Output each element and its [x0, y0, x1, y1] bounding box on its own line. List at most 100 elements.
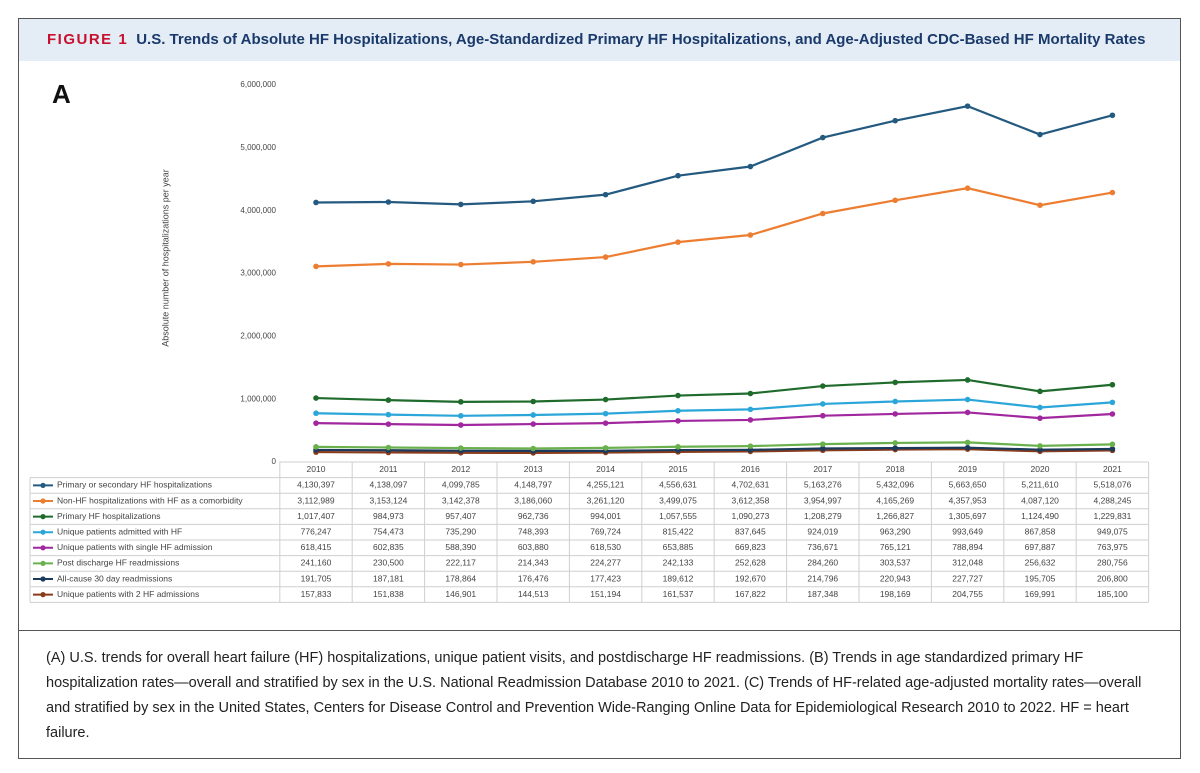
data-point: [747, 163, 754, 170]
table-cell: 994,001: [590, 511, 621, 521]
legend-label: Unique patients admitted with HF: [57, 526, 182, 536]
table-cell: 765,121: [880, 542, 911, 552]
y-tick-label: 2,000,000: [240, 331, 276, 340]
data-point: [458, 261, 464, 268]
data-point: [1109, 189, 1116, 196]
data-point: [1109, 441, 1116, 448]
table-cell: 949,075: [1097, 526, 1128, 536]
table-cell: 3,499,075: [659, 495, 697, 505]
table-cell: 157,833: [301, 589, 332, 599]
data-point: [820, 383, 826, 389]
table-cell: 776,247: [301, 526, 332, 536]
data-point: [964, 409, 971, 416]
table-cell: 192,670: [735, 573, 766, 583]
legend-label: Unique patients with single HF admission: [57, 542, 213, 552]
x-tick-label: 2020: [1031, 464, 1050, 474]
data-point: [530, 421, 536, 427]
figure-frame: [18, 18, 1181, 759]
legend-label: All-cause 30 day readmissions: [57, 573, 172, 583]
table-cell: 185,100: [1097, 589, 1128, 599]
data-point: [313, 263, 319, 270]
table-cell: 748,393: [518, 526, 549, 536]
table-cell: 284,260: [807, 558, 838, 568]
table-cell: 3,112,989: [297, 495, 334, 505]
data-point: [313, 395, 319, 401]
data-point: [385, 421, 392, 427]
table-cell: 4,556,631: [659, 480, 697, 490]
series-line: [315, 411, 1113, 427]
data-point: [313, 444, 319, 450]
data-point: [747, 443, 754, 449]
table-cell: 4,087,120: [1021, 495, 1059, 505]
data-point: [820, 401, 826, 407]
table-cell: 588,390: [445, 542, 476, 552]
table-cell: 963,290: [880, 526, 911, 536]
table-cell: 187,348: [807, 589, 838, 599]
table-cell: 618,415: [301, 542, 332, 552]
data-point: [385, 261, 392, 267]
table-cell: 252,628: [735, 558, 766, 568]
x-tick-label: 2013: [524, 464, 543, 474]
table-cell: 3,186,060: [514, 495, 552, 505]
table-cell: 3,142,378: [442, 495, 480, 505]
legend-label: Non-HF hospitalizations with HF as a com…: [57, 495, 243, 505]
data-point: [530, 259, 536, 265]
table-cell: 206,800: [1097, 573, 1128, 583]
table-cell: 195,705: [1025, 573, 1056, 583]
y-tick-label: 6,000,000: [240, 80, 276, 89]
table-cell: 214,343: [518, 558, 549, 568]
data-point: [458, 445, 464, 451]
table-cell: 3,261,120: [587, 495, 625, 505]
data-point: [964, 396, 971, 403]
x-tick-label: 2012: [451, 464, 470, 474]
data-point: [892, 445, 898, 451]
data-point: [458, 399, 464, 405]
y-tick-label: 3,000,000: [240, 269, 276, 278]
data-point: [602, 396, 609, 403]
figure-title: U.S. Trends of Absolute HF Hospitalizati…: [136, 31, 1146, 48]
table-cell: 151,838: [373, 589, 404, 599]
data-point: [1109, 411, 1116, 417]
table-cell: 214,796: [807, 573, 838, 583]
data-point: [602, 420, 609, 426]
table-cell: 177,423: [590, 573, 621, 583]
table-cell: 4,357,953: [949, 495, 987, 505]
table-cell: 1,090,273: [731, 511, 769, 521]
x-tick-label: 2018: [886, 464, 905, 474]
data-point: [602, 254, 609, 260]
series-line: [315, 378, 1113, 403]
table-cell: 4,148,797: [514, 480, 552, 490]
table-cell: 176,476: [518, 573, 549, 583]
table-cell: 230,500: [373, 558, 404, 568]
x-tick-label: 2014: [596, 464, 615, 474]
table-cell: 146,901: [445, 589, 476, 599]
table-cell: 984,973: [373, 511, 404, 521]
caption: (A) U.S. trends for overall heart failur…: [46, 650, 1142, 741]
divider: [19, 630, 1180, 631]
series-line: [315, 104, 1113, 206]
data-point: [820, 210, 826, 217]
table-cell: 924,019: [807, 526, 838, 536]
table-cell: 242,133: [663, 558, 694, 568]
data-point: [385, 411, 392, 418]
data-point: [1037, 202, 1043, 208]
data-point: [675, 392, 681, 399]
data-point: [820, 445, 826, 452]
data-point: [675, 418, 681, 424]
table-cell: 220,943: [880, 573, 911, 583]
data-point: [675, 407, 681, 414]
x-tick-label: 2010: [307, 464, 326, 474]
series-line: [315, 441, 1113, 450]
data-point: [747, 417, 754, 423]
table-cell: 618,530: [590, 542, 621, 552]
data-point: [313, 199, 319, 206]
table-cell: 4,130,397: [297, 480, 335, 490]
table-cell: 1,229,831: [1093, 511, 1131, 521]
data-point: [964, 185, 971, 191]
legend-label: Primary HF hospitalizations: [57, 511, 160, 521]
data-point: [964, 377, 971, 383]
table-cell: 256,632: [1025, 558, 1056, 568]
table-cell: 962,736: [518, 511, 549, 521]
table-cell: 769,724: [590, 526, 621, 536]
panel-label: A: [52, 79, 71, 109]
